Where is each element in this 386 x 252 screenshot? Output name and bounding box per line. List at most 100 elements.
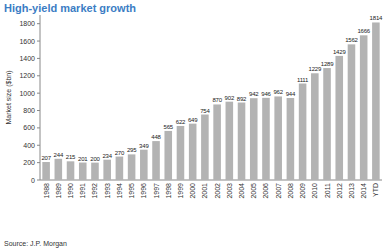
bar <box>238 103 246 180</box>
x-tick-label: 2014 <box>360 183 367 199</box>
x-tick-label: 2007 <box>275 183 282 199</box>
data-label: 270 <box>115 150 125 156</box>
data-label: 944 <box>286 91 296 97</box>
y-tick-label: 1000 <box>19 90 35 97</box>
bar <box>128 154 136 180</box>
data-label: 201 <box>78 156 88 162</box>
x-tick-label: YTD <box>372 183 379 197</box>
bar <box>140 150 148 180</box>
data-label: 1562 <box>345 37 358 43</box>
data-label: 295 <box>127 147 137 153</box>
x-tick-label: 1996 <box>140 183 147 199</box>
x-tick-label: 2004 <box>238 183 245 199</box>
x-tick-label: 2001 <box>201 183 208 199</box>
data-label: 234 <box>102 153 112 159</box>
bar <box>250 98 258 180</box>
x-tick-label: 1992 <box>91 183 98 199</box>
data-label: 244 <box>54 152 64 158</box>
source: Source: J.P. Morgan <box>4 240 67 248</box>
bar <box>311 73 319 180</box>
y-tick-label: 1600 <box>19 38 35 45</box>
data-label: 870 <box>212 97 222 103</box>
bar <box>213 104 221 180</box>
data-label: 565 <box>164 124 174 130</box>
bar <box>103 160 111 180</box>
bar <box>323 68 331 180</box>
bar <box>262 98 270 180</box>
x-tick-label: 1994 <box>116 183 123 199</box>
x-tick-label: 1993 <box>104 183 111 199</box>
data-label: 207 <box>41 155 51 161</box>
x-tick-label: 2003 <box>226 183 233 199</box>
data-label: 946 <box>261 91 271 97</box>
data-label: 622 <box>176 119 186 125</box>
x-tick-label: 2000 <box>189 183 196 199</box>
y-tick-label: 1800 <box>19 20 35 27</box>
y-tick-label: 1400 <box>19 55 35 62</box>
y-tick-label: 1200 <box>19 72 35 79</box>
bar <box>274 96 282 180</box>
title: High-yield market growth <box>4 2 136 14</box>
bar <box>299 84 307 180</box>
bar <box>79 163 87 180</box>
x-tick-label: 2011 <box>324 183 331 198</box>
x-tick-label: 2009 <box>299 183 306 199</box>
bar <box>287 98 295 180</box>
data-label: 1429 <box>333 49 346 55</box>
x-tick-label: 1997 <box>153 183 160 199</box>
x-tick-label: 2008 <box>287 183 294 199</box>
data-label: 1289 <box>321 61 334 67</box>
x-tick-label: 2002 <box>214 183 221 199</box>
x-tick-label: 1988 <box>43 183 50 199</box>
bar <box>189 124 197 180</box>
x-tick-label: 2006 <box>262 183 269 199</box>
y-tick-label: 200 <box>23 159 35 166</box>
data-label: 200 <box>90 156 100 162</box>
data-label: 962 <box>273 89 283 95</box>
x-tick-label: 1995 <box>128 183 135 199</box>
data-label: 1229 <box>309 66 322 72</box>
data-label: 1666 <box>357 28 370 34</box>
data-label: 349 <box>139 143 149 149</box>
x-tick-label: 2005 <box>250 183 257 199</box>
data-label: 649 <box>188 117 198 123</box>
bars <box>42 22 379 180</box>
y-axis-label: Market size ($bn) <box>5 70 13 124</box>
bar <box>164 131 172 180</box>
x-tick-label: 1998 <box>165 183 172 199</box>
data-label: 754 <box>200 108 210 114</box>
x-tick-label: 1999 <box>177 183 184 199</box>
chart: High-yield market growth Market size ($bn… <box>0 0 386 252</box>
data-label: 892 <box>237 96 247 102</box>
y-tick-label: 800 <box>23 107 35 114</box>
bar <box>348 44 356 180</box>
data-label: 1111 <box>297 77 309 83</box>
bar <box>152 141 160 180</box>
bar <box>372 22 380 180</box>
y-tick-label: 400 <box>23 142 35 149</box>
bar <box>116 157 124 180</box>
data-label: 942 <box>249 91 259 97</box>
x-tick-label: 1990 <box>67 183 74 199</box>
labels: 207 1988 244 1989 215 1990 201 1991 200 1992 234 19… <box>41 15 383 198</box>
y-tick-label: 600 <box>23 124 35 131</box>
bar <box>67 161 75 180</box>
bar <box>42 162 50 180</box>
y-tick-label: 0 <box>31 177 35 184</box>
bar <box>177 126 185 180</box>
bar <box>360 35 368 180</box>
data-label: 1814 <box>370 15 383 21</box>
y-axis <box>40 15 41 180</box>
bar <box>91 163 99 180</box>
x-tick-label: 2010 <box>311 183 318 199</box>
bar <box>201 115 209 180</box>
x-tick-label: 2013 <box>348 183 355 199</box>
bar <box>226 102 234 180</box>
bar <box>335 56 343 180</box>
x-tick-label: 1991 <box>79 183 86 199</box>
bar <box>55 159 63 180</box>
data-label: 215 <box>66 154 76 160</box>
x-tick-label: 1989 <box>55 183 62 199</box>
data-label: 448 <box>151 134 161 140</box>
x-tick-label: 2012 <box>336 183 343 199</box>
